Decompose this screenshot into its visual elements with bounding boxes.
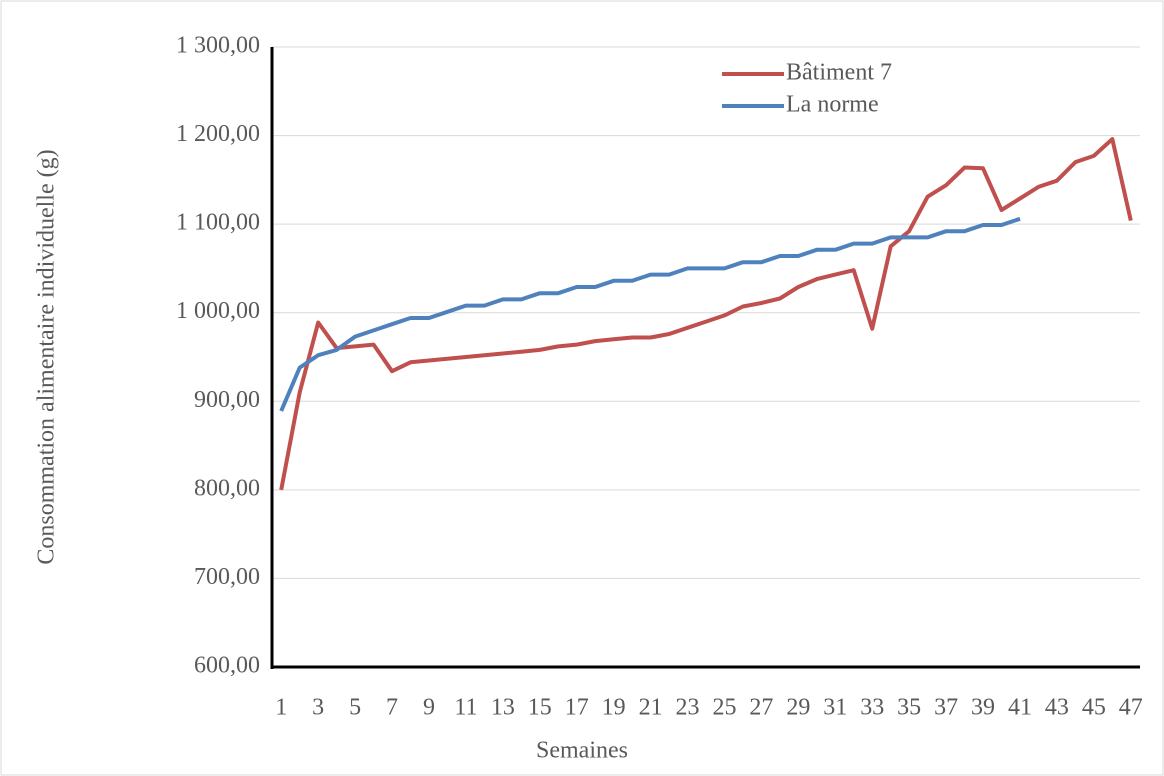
x-tick-label: 13: [491, 695, 515, 721]
x-tick-label: 11: [454, 695, 477, 721]
y-tick-label: 1 200,00: [176, 121, 260, 147]
x-tick-label: 29: [786, 695, 810, 721]
x-tick-label: 15: [528, 695, 552, 721]
legend-label: La norme: [786, 92, 879, 118]
x-tick-label: 1: [275, 695, 287, 721]
x-tick-label: 33: [860, 695, 884, 721]
x-tick-label: 45: [1082, 695, 1106, 721]
x-tick-label: 27: [749, 695, 773, 721]
x-tick-label: 17: [565, 695, 589, 721]
x-tick-label: 21: [639, 695, 663, 721]
series-line: [279, 137, 1133, 491]
x-tick-label: 43: [1045, 695, 1069, 721]
y-tick-label: 600,00: [194, 653, 260, 679]
x-tick-label: 31: [823, 695, 847, 721]
y-tick-label: 700,00: [194, 564, 260, 590]
series-line: [279, 216, 1021, 412]
y-tick-label: 800,00: [194, 475, 260, 501]
x-tick-label: 3: [312, 695, 324, 721]
y-tick-label: 1 000,00: [176, 298, 260, 324]
x-tick-label: 41: [1008, 695, 1032, 721]
x-tick-label: 9: [423, 695, 435, 721]
x-tick-label: 7: [386, 695, 398, 721]
x-tick-label: 5: [349, 695, 361, 721]
x-tick-label: 35: [897, 695, 921, 721]
x-tick-label: 23: [676, 695, 700, 721]
y-tick-label: 1 300,00: [176, 33, 260, 59]
x-tick-label: 47: [1119, 695, 1143, 721]
y-axis-title: Consommation alimentaire individuelle (g…: [34, 149, 60, 564]
y-tick-label: 900,00: [194, 387, 260, 413]
x-tick-label: 37: [934, 695, 958, 721]
y-tick-label: 1 100,00: [176, 210, 260, 236]
x-tick-label: 39: [971, 695, 995, 721]
x-axis-title: Semaines: [536, 738, 628, 764]
x-tick-label: 25: [712, 695, 736, 721]
legend-label: Bâtiment 7: [786, 60, 892, 86]
x-tick-label: 19: [602, 695, 626, 721]
